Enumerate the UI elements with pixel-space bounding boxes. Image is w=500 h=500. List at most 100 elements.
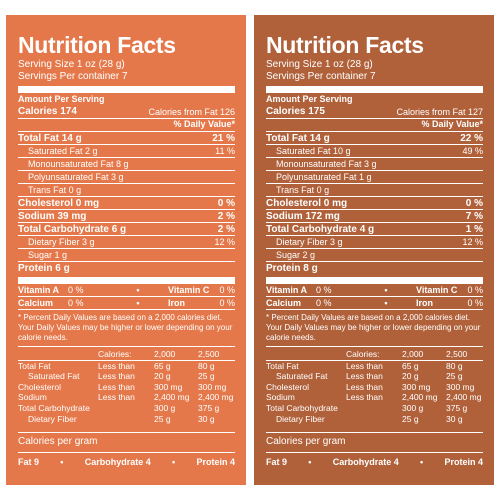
reference-name: Sodium [18, 392, 47, 403]
bullet-icon: • [384, 285, 388, 295]
nutrition-label-right: Nutrition Facts Serving Size 1 oz (28 g)… [254, 15, 494, 485]
reference-header-name [266, 349, 346, 361]
sugar-row: Sugar 2 g [266, 249, 483, 262]
carbohydrate-label: Total Carbohydrate 6 g [18, 224, 127, 235]
vitamin-a-label: Vitamin A [18, 285, 60, 295]
reference-name: Total Fat [18, 360, 51, 371]
reference-v2: 30 g [198, 413, 215, 424]
protein-label: Protein 6 g [18, 263, 70, 274]
sodium-label: Sodium 172 mg [266, 211, 340, 222]
reference-v1: 300 mg [154, 381, 183, 392]
reference-name: Total Carbohydrate [18, 402, 90, 413]
reference-v2: 25 g [198, 371, 215, 382]
sodium-dv: 2 % [217, 211, 235, 222]
reference-cond [346, 403, 402, 414]
poly-fat-label: Polyunsaturated Fat 3 g [28, 172, 124, 182]
carbohydrate-label: Total Carbohydrate 4 g [266, 224, 375, 235]
reference-row: Sodium Less than 2,400 mg 2,400 mg [266, 392, 483, 403]
reference-v2: 2,400 mg [198, 392, 234, 403]
carbohydrate-row: Total Carbohydrate 4 g 1 % [266, 223, 483, 236]
reference-cond: Less than [98, 392, 135, 403]
calcium-label: Calcium [266, 298, 302, 308]
carbohydrate-per-gram: Carbohydrate 4 [84, 457, 151, 468]
total-fat-dv: 21 % [212, 133, 235, 144]
reference-cond [98, 414, 154, 425]
reference-row: Cholesterol Less than 300 mg 300 mg [266, 382, 483, 393]
nutrition-label-left: Nutrition Facts Serving Size 1 oz (28 g)… [6, 15, 246, 485]
bullet-icon: • [384, 298, 388, 308]
daily-value-footnote: * Percent Daily Values are based on a 2,… [266, 313, 483, 347]
cholesterol-dv: 0 % [465, 198, 483, 209]
reference-v1: 300 g [402, 402, 424, 413]
reference-header-2500: 2,500 [198, 349, 235, 361]
vitamin-c-dv: 0 % [219, 285, 235, 295]
reference-header-2000: 2,000 [402, 349, 446, 361]
reference-v2: 375 g [198, 402, 220, 413]
reference-row: Dietary Fiber 25 g 30 g [18, 414, 235, 425]
vitamin-c-label: Vitamin C [416, 285, 458, 295]
poly-fat-row: Polyunsaturated Fat 1 g [266, 171, 483, 184]
reference-v2: 25 g [446, 371, 463, 382]
mono-fat-label: Monounsaturated Fat 3 g [276, 159, 377, 169]
carbohydrate-dv: 1 % [465, 224, 483, 235]
reference-cond: Less than [98, 381, 135, 392]
protein-row: Protein 6 g [18, 262, 235, 274]
reference-cond: Less than [98, 360, 135, 371]
reference-v1: 65 g [154, 360, 171, 371]
mineral-row: Calcium 0 % • Iron 0 % [18, 297, 235, 310]
calories-row: Calories 174 Calories from Fat 126 [18, 106, 235, 118]
calcium-dv: 0 % [316, 298, 332, 308]
bullet-icon: • [60, 457, 64, 468]
calories-per-gram-row: Fat 9 • Carbohydrate 4 • Protein 4 [18, 456, 235, 468]
reference-header-calories: Calories: [346, 349, 402, 361]
reference-row: Total Carbohydrate 300 g 375 g [18, 403, 235, 414]
reference-table: Calories: 2,000 2,500 Total Fat Less than… [18, 349, 235, 424]
fiber-row: Dietary Fiber 3 g 12 % [18, 236, 235, 249]
cholesterol-label: Cholesterol 0 mg [18, 198, 100, 209]
thick-divider [18, 86, 235, 93]
reference-v1: 20 g [402, 371, 419, 382]
reference-cond: Less than [98, 371, 135, 382]
total-fat-label: Total Fat 14 g [18, 133, 82, 144]
mono-fat-label: Monounsaturated Fat 8 g [28, 159, 129, 169]
reference-cond: Less than [346, 392, 383, 403]
trans-fat-label: Trans Fat 0 g [28, 185, 82, 195]
saturated-fat-dv: 49 % [462, 146, 483, 156]
reference-cond: Less than [346, 381, 383, 392]
reference-name: Dietary Fiber [28, 413, 77, 424]
serving-size: Serving Size 1 oz (28 g) [18, 59, 125, 70]
fiber-label: Dietary Fiber 3 g [28, 237, 95, 247]
fat-per-gram: Fat 9 [18, 457, 40, 468]
sugar-row: Sugar 1 g [18, 249, 235, 262]
trans-fat-label: Trans Fat 0 g [276, 185, 330, 195]
reference-cond [346, 414, 402, 425]
reference-v2: 80 g [446, 360, 463, 371]
label-title: Nutrition Facts [266, 32, 424, 58]
saturated-fat-dv: 11 % [215, 146, 235, 156]
reference-name: Saturated Fat [28, 371, 80, 382]
reference-v1: 25 g [402, 413, 419, 424]
fiber-dv: 12 % [214, 237, 235, 247]
total-fat-dv: 22 % [460, 133, 483, 144]
reference-name: Sodium [266, 392, 295, 403]
cholesterol-label: Cholesterol 0 mg [266, 198, 348, 209]
sodium-row: Sodium 172 mg 7 % [266, 210, 483, 223]
saturated-fat-row: Saturated Fat 10 g 49 % [266, 145, 483, 158]
thick-divider [18, 277, 235, 284]
saturated-fat-label: Saturated Fat 10 g [276, 146, 351, 156]
mineral-row: Calcium 0 % • Iron 0 % [266, 297, 483, 310]
fiber-dv: 12 % [462, 237, 483, 247]
mono-fat-row: Monounsaturated Fat 8 g [18, 158, 235, 171]
sodium-dv: 7 % [465, 211, 483, 222]
bullet-icon: • [136, 298, 140, 308]
carbohydrate-row: Total Carbohydrate 6 g 2 % [18, 223, 235, 236]
reference-cond [98, 403, 154, 414]
calories-per-gram: Calories per gram [18, 432, 235, 454]
carbohydrate-per-gram: Carbohydrate 4 [332, 457, 399, 468]
reference-row: Total Fat Less than 65 g 80 g [18, 360, 235, 371]
daily-value-footnote: * Percent Daily Values are based on a 2,… [18, 313, 235, 347]
trans-fat-row: Trans Fat 0 g [266, 184, 483, 197]
reference-v2: 375 g [446, 402, 468, 413]
reference-row: Total Fat Less than 65 g 80 g [266, 360, 483, 371]
reference-header-row: Calories: 2,000 2,500 [18, 349, 235, 361]
